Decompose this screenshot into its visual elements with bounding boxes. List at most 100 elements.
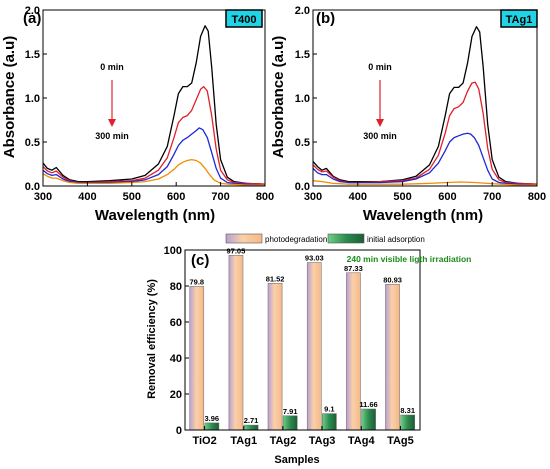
panel-b-time-end-label: 300 min <box>363 131 397 141</box>
panel-a: 300 400 500 600 700 800 0.0 0.5 1.0 1.5 2.0 (a) T4… <box>1 5 274 224</box>
panel-b-x-tick-label-0: 300 <box>304 191 322 203</box>
bar-tio2-photodegradation <box>189 286 205 431</box>
panel-b-plot-frame <box>312 9 538 187</box>
panel-a-series-line-2 <box>42 127 266 186</box>
bar-tag3-photodegradation <box>306 262 322 431</box>
bar-value-label-tag3-1: 9.1 <box>324 405 334 414</box>
panel-c-y-tick-label-4: 80 <box>170 281 182 293</box>
panel-b-y-tick-label-3: 1.5 <box>295 49 310 61</box>
panel-a-x-tick-label-1: 400 <box>78 191 96 203</box>
panel-c-y-axis-title: Removal efficiency (%) <box>146 279 158 399</box>
panel-c-plot-frame <box>184 249 421 431</box>
bar-value-label-tio2-1: 3.96 <box>204 414 219 423</box>
panel-b-y-tick-label-1: 0.5 <box>295 137 310 149</box>
bar-tag2-initial-adsorption <box>282 415 298 431</box>
bar-value-label-tag2-0: 81.52 <box>266 274 285 283</box>
legend-swatch-photodegradation <box>225 233 263 244</box>
panel-c-ticks: TiO2 TAg1 TAg2 TAg3 TAg4 TAg5 0 20 40 60 80 100 <box>164 245 414 447</box>
panel-a-series-line-3 <box>42 158 265 186</box>
panel-c-x-tick-label-1: TAg1 <box>230 435 257 447</box>
panel-c-y-tick-label-0: 0 <box>176 425 182 437</box>
panel-a-series-layer <box>42 25 266 186</box>
panel-c-annotation: 240 min visible ligth irradiation <box>347 254 472 264</box>
panel-b-series-line-2 <box>312 132 538 186</box>
panel-c: 79.8 3.96 97.05 2.71 81.52 7.91 93.03 9.1 87.33 1… <box>146 233 472 466</box>
panel-a-sample-tag: T400 <box>231 14 256 26</box>
bar-tag1-photodegradation <box>228 255 244 431</box>
panel-a-time-end-label: 300 min <box>95 131 129 141</box>
panel-b-time-arrow-head <box>376 119 384 127</box>
panel-b-series-layer <box>312 26 538 186</box>
bar-value-label-tag2-1: 7.91 <box>283 407 298 416</box>
panel-a-y-tick-label-0: 0.0 <box>25 181 40 193</box>
panel-a-y-tick-label-2: 1.0 <box>25 93 40 105</box>
panel-b-series-line-1 <box>312 81 538 185</box>
legend-label-initial-adsorption: initial adsorption <box>367 235 425 244</box>
panel-c-x-tick-label-2: TAg2 <box>270 435 297 447</box>
bar-value-label-tag1-1: 2.71 <box>244 416 259 425</box>
panel-a-x-tick-label-0: 300 <box>34 191 52 203</box>
panel-a-x-tick-label-4: 700 <box>211 191 229 203</box>
panel-b-label: (b) <box>316 10 335 27</box>
bar-tag3-initial-adsorption <box>322 413 337 431</box>
bar-value-label-tag4-0: 87.33 <box>344 264 363 273</box>
panel-b-sample-tag: TAg1 <box>506 14 533 26</box>
legend-swatch-initial-adsorption <box>327 233 365 244</box>
panel-b-ticks: 300 400 500 600 700 800 0.0 0.5 1.0 1.5 2.0 <box>295 5 546 203</box>
panel-b-series-line-3 <box>312 180 537 186</box>
panel-c-x-tick-label-5: TAg5 <box>387 435 414 447</box>
panel-a-y-tick-label-4: 2.0 <box>25 5 40 17</box>
panel-a-x-tick-label-5: 800 <box>256 191 274 203</box>
panel-a-label: (a) <box>23 10 41 27</box>
panel-a-ticks: 300 400 500 600 700 800 0.0 0.5 1.0 1.5 2.0 <box>25 5 274 203</box>
panel-c-label: (c) <box>191 252 209 269</box>
panel-c-x-axis-title: Samples <box>274 454 319 466</box>
panel-c-x-tick-label-3: TAg3 <box>309 435 336 447</box>
panel-b-x-tick-label-1: 400 <box>349 191 367 203</box>
panel-c-y-tick-label-5: 100 <box>164 245 182 257</box>
panel-a-y-tick-label-1: 0.5 <box>25 137 40 149</box>
bar-tag4-initial-adsorption <box>361 408 376 431</box>
bar-value-label-tag5-1: 8.31 <box>400 406 415 415</box>
panel-a-y-tick-label-3: 1.5 <box>25 49 40 61</box>
panel-a-sample-tag-box <box>225 9 263 28</box>
bar-tio2-initial-adsorption <box>204 422 220 431</box>
bar-tag5-initial-adsorption <box>400 414 415 431</box>
bar-value-label-tio2-0: 79.8 <box>189 277 204 286</box>
panel-b: 300 400 500 600 700 800 0.0 0.5 1.0 1.5 2.0 (b) TA… <box>270 5 546 224</box>
panel-a-plot-frame <box>42 9 266 187</box>
bar-tag5-photodegradation <box>385 284 400 431</box>
panel-c-y-tick-label-1: 20 <box>170 389 182 401</box>
panel-b-x-tick-label-2: 500 <box>393 191 411 203</box>
panel-c-bars-layer: 79.8 3.96 97.05 2.71 81.52 7.91 93.03 9.1 87.33 1… <box>189 246 415 431</box>
panel-a-series-line-1 <box>42 85 266 185</box>
panel-c-y-tick-label-3: 60 <box>170 317 182 329</box>
legend-label-photodegradation: photodegradation; <box>265 235 330 244</box>
panel-b-x-tick-label-5: 800 <box>528 191 546 203</box>
panel-b-x-tick-label-3: 600 <box>438 191 456 203</box>
panel-b-y-tick-label-2: 1.0 <box>295 93 310 105</box>
bar-value-label-tag5-0: 80.93 <box>383 275 402 284</box>
bar-value-label-tag1-0: 97.05 <box>227 246 246 255</box>
panel-a-time-start-label: 0 min <box>100 62 124 72</box>
panel-a-x-axis-title: Wavelength (nm) <box>95 207 215 224</box>
panel-b-time-start-label: 0 min <box>368 62 392 72</box>
panel-c-x-tick-label-4: TAg4 <box>348 435 376 447</box>
panel-c-legend: photodegradation; initial adsorption <box>225 233 425 244</box>
bar-value-label-tag3-0: 93.03 <box>305 254 324 263</box>
panel-b-y-tick-label-0: 0.0 <box>295 181 310 193</box>
bar-tag1-initial-adsorption <box>243 424 259 431</box>
panel-b-y-tick-label-4: 2.0 <box>295 5 310 17</box>
bar-tag2-photodegradation <box>267 283 283 431</box>
panel-b-sample-tag-box <box>500 9 538 28</box>
panel-a-time-arrow-head <box>108 119 116 127</box>
panel-b-y-axis-title: Absorbance (a.u) <box>270 36 287 159</box>
panel-a-x-tick-label-3: 600 <box>167 191 185 203</box>
panel-b-x-axis-title: Wavelength (nm) <box>363 207 483 224</box>
panel-c-x-tick-label-0: TiO2 <box>192 435 216 447</box>
panel-b-series-line-0 <box>312 26 538 185</box>
bar-value-label-tag4-1: 11.66 <box>359 400 377 409</box>
panel-c-y-tick-label-2: 40 <box>170 353 182 365</box>
panel-a-x-tick-label-2: 500 <box>123 191 141 203</box>
